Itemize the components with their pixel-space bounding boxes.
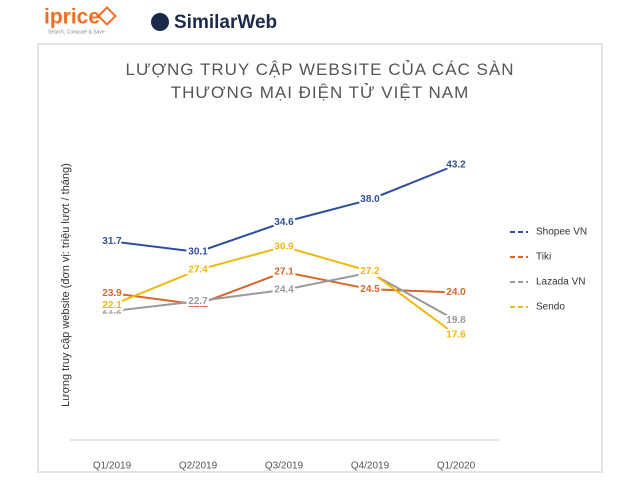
series-line xyxy=(111,271,457,322)
data-label: 24.4 xyxy=(274,284,294,295)
data-label: 34.6 xyxy=(274,217,294,228)
data-label: 38.0 xyxy=(360,194,380,205)
iprice-tagline: Search, Compare & Save xyxy=(48,29,105,35)
data-label: 22.7 xyxy=(188,296,208,307)
iprice-icon xyxy=(97,6,117,26)
y-axis-label: Lượng truy cập website (đơn vị: triệu lư… xyxy=(60,163,72,407)
similarweb-logo: SimilarWeb xyxy=(174,12,277,33)
data-label: 27.1 xyxy=(274,267,294,278)
data-label: 30.9 xyxy=(274,241,294,252)
data-label: 27.0 xyxy=(360,267,380,278)
data-label: 23.9 xyxy=(102,288,122,299)
legend-label: Lazada VN xyxy=(536,277,585,288)
series-line xyxy=(111,164,457,254)
data-label: 24.5 xyxy=(360,284,380,295)
data-label: 21.2 xyxy=(102,306,122,317)
data-label: 30.1 xyxy=(188,247,208,258)
x-tick-label: Q1/2019 xyxy=(93,461,132,472)
legend-label: Shopee VN xyxy=(536,227,587,238)
data-label: 22.1 xyxy=(102,300,122,311)
x-tick-label: Q1/2020 xyxy=(437,461,476,472)
similarweb-icon xyxy=(151,13,169,31)
data-label: 17.6 xyxy=(446,330,466,341)
chart-title: LƯỢNG TRUY CẬP WEBSITE CỦA CÁC SÀN THƯƠN… xyxy=(125,60,515,102)
data-label: 43.2 xyxy=(446,160,466,171)
data-label: 27.2 xyxy=(360,266,380,277)
data-label: 19.8 xyxy=(446,315,466,326)
data-label: 24.0 xyxy=(446,287,466,298)
iprice-logo: iprice xyxy=(44,6,100,29)
data-label: 31.7 xyxy=(102,236,122,247)
data-label: 22.2 xyxy=(188,299,208,310)
legend-label: Tiki xyxy=(536,252,551,263)
x-tick-label: Q3/2019 xyxy=(265,461,304,472)
series-line xyxy=(111,270,457,306)
x-tick-label: Q4/2019 xyxy=(351,461,390,472)
chart-frame xyxy=(37,43,603,473)
legend-label: Sendo xyxy=(536,302,565,313)
series-line xyxy=(111,245,457,336)
x-tick-label: Q2/2019 xyxy=(179,461,218,472)
data-label: 27.4 xyxy=(188,265,208,276)
